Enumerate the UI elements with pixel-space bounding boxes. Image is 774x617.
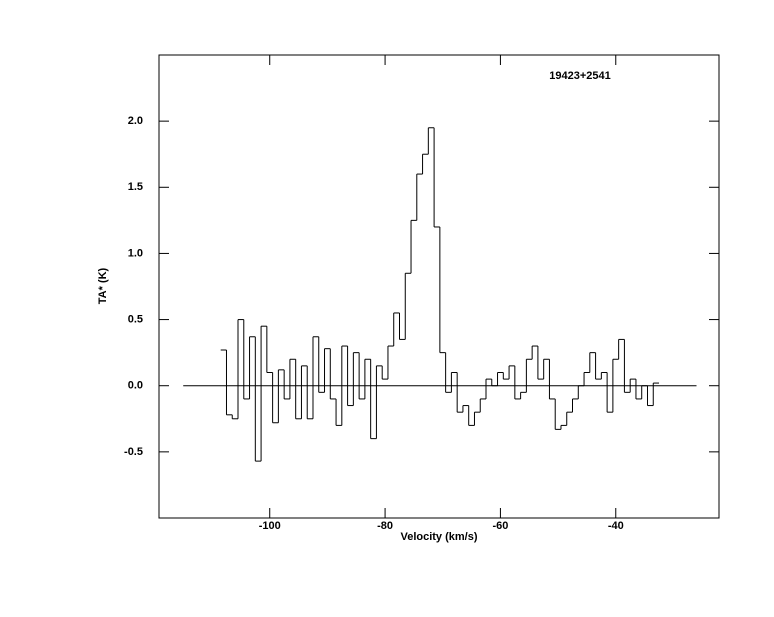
y-axis-label: TA* (K)	[97, 267, 109, 304]
x-tick-label: -40	[608, 520, 624, 532]
chart-title: 19423+2541	[549, 70, 610, 82]
y-tick-label: 0.0	[128, 380, 143, 392]
y-tick-label: 1.5	[128, 181, 143, 193]
x-tick-label: -100	[259, 520, 281, 532]
x-tick-label: -80	[377, 520, 393, 532]
x-tick-label: -60	[492, 520, 508, 532]
y-tick-label: -0.5	[124, 446, 143, 458]
y-tick-label: 0.5	[128, 313, 143, 325]
y-tick-label: 1.0	[128, 247, 143, 259]
x-axis-label: Velocity (km/s)	[400, 531, 477, 543]
plot-frame	[158, 54, 720, 519]
y-tick-label: 2.0	[128, 115, 143, 127]
